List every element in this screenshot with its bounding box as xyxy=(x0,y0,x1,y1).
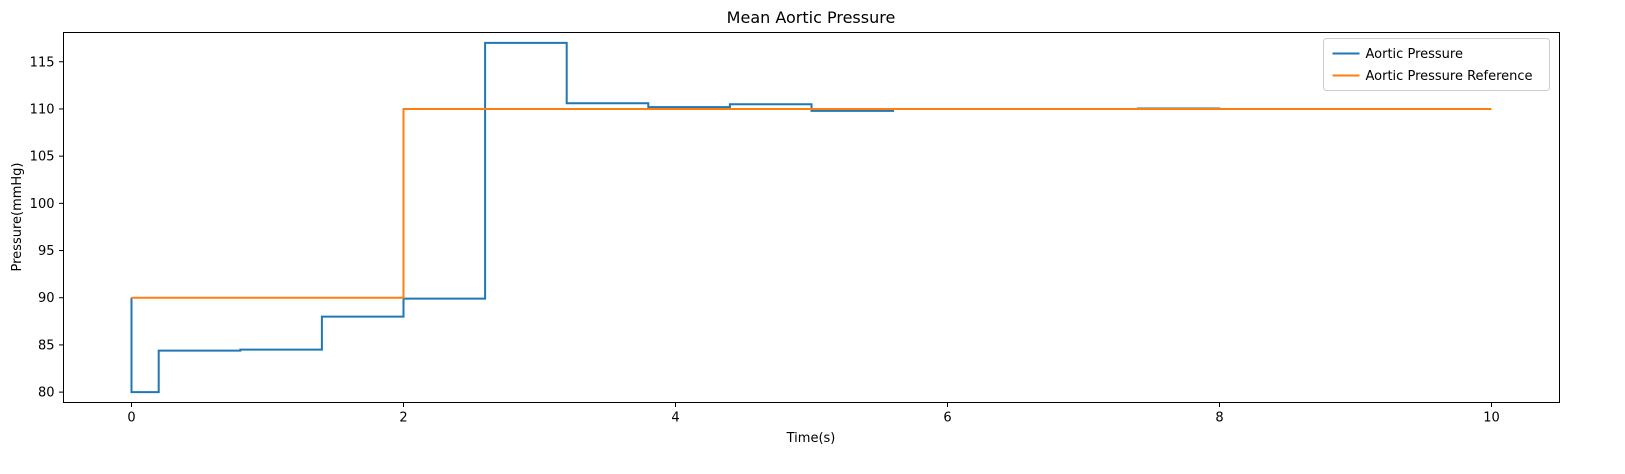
legend-box xyxy=(1323,38,1550,91)
legend-label: Aortic Pressure xyxy=(1366,47,1463,62)
legend: Aortic Pressure Aortic Pressure Reference xyxy=(1323,38,1550,91)
y-tick-label: 85 xyxy=(38,338,55,353)
x-tick-label: 2 xyxy=(399,411,407,426)
series-line-2 xyxy=(131,107,1492,299)
y-axis-title: Pressure(mmHg) xyxy=(10,162,25,271)
y-tick-label: 105 xyxy=(30,150,55,165)
series-line-1 xyxy=(130,41,1492,394)
x-tick-label: 0 xyxy=(127,411,135,426)
y-tick-label: 110 xyxy=(30,102,55,117)
y-tick-label: 80 xyxy=(38,386,55,401)
chart-title: Mean Aortic Pressure xyxy=(727,8,896,27)
y-tick-label: 95 xyxy=(38,244,55,259)
x-tick-label: 6 xyxy=(943,411,951,426)
x-tick-label: 4 xyxy=(671,411,679,426)
y-tick-label: 115 xyxy=(30,55,55,70)
x-axis-title: Time(s) xyxy=(786,431,836,446)
y-tick-label: 90 xyxy=(38,291,55,306)
plot-frame xyxy=(63,32,1560,403)
x-tick-label: 10 xyxy=(1483,411,1500,426)
legend-label: Aortic Pressure Reference xyxy=(1366,69,1533,84)
y-tick-label: 100 xyxy=(30,197,55,212)
x-tick-label: 8 xyxy=(1215,411,1223,426)
